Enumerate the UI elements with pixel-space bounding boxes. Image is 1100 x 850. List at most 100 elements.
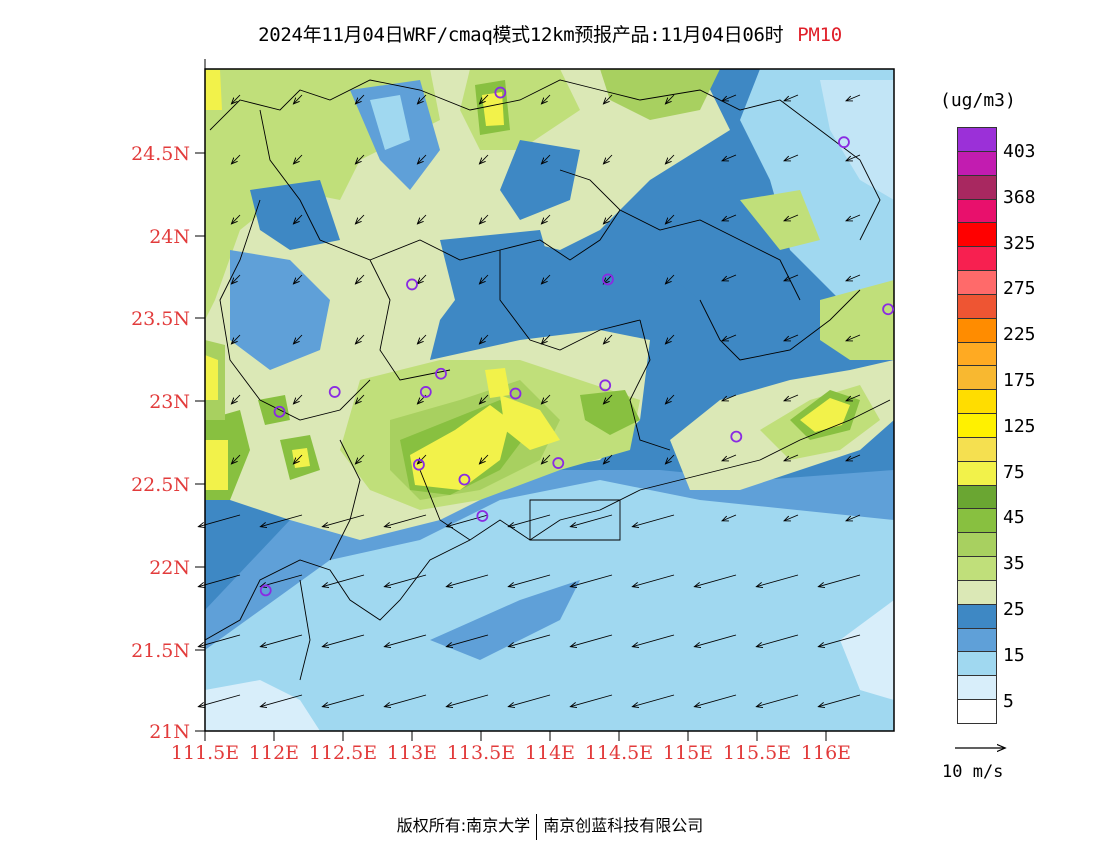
lon-label: 116E [801, 742, 851, 764]
wind-arrow [723, 154, 737, 161]
wind-arrow [418, 94, 427, 103]
wind-arrow [723, 274, 737, 281]
wind-arrow [542, 394, 551, 403]
legend-swatch [957, 293, 997, 319]
legend-swatch [957, 460, 997, 486]
wind-arrow [757, 634, 799, 646]
lat-label: 23.5N [131, 308, 190, 330]
legend-swatch [957, 413, 997, 438]
wind-arrow [785, 454, 799, 461]
station-marker [494, 86, 507, 99]
wind-arrow [294, 94, 303, 103]
legend-swatch [957, 556, 997, 581]
station-marker [412, 458, 425, 471]
wind-arrow [261, 634, 303, 646]
legend-swatch [957, 532, 997, 558]
wind-arrow [447, 574, 489, 586]
wind-arrow [571, 514, 613, 526]
wind-arrow [604, 454, 613, 463]
wind-arrow [819, 694, 861, 706]
wind-arrow [232, 454, 241, 463]
axis-ticks [195, 59, 894, 741]
wind-arrow [385, 634, 427, 646]
wind-arrow [666, 334, 675, 343]
wind-arrow [294, 214, 303, 223]
station-marker [602, 273, 614, 286]
legend-label: 125 [1003, 415, 1036, 437]
wind-arrow [666, 94, 675, 103]
station-marker [882, 303, 894, 316]
wind-arrow [323, 634, 365, 646]
legend-swatch [957, 246, 997, 272]
wind-arrow [356, 214, 365, 223]
wind-arrow [542, 154, 551, 163]
footer-right: 南京创蓝科技有限公司 [543, 816, 704, 835]
wind-arrow [294, 394, 303, 403]
wind-arrow [199, 514, 241, 526]
wind-arrow [447, 694, 489, 706]
wind-arrow [447, 634, 489, 646]
wind-arrow [723, 454, 737, 461]
wind-arrow [232, 94, 241, 103]
wind-arrow [261, 694, 303, 706]
legend-swatch [957, 627, 997, 653]
wind-arrow [723, 334, 737, 341]
legend-label: 35 [1003, 553, 1025, 575]
wind-arrow [385, 574, 427, 586]
wind-arrow [356, 454, 365, 463]
wind-arrow [199, 694, 241, 706]
legend-label: 225 [1003, 324, 1036, 346]
wind-arrow [571, 694, 613, 706]
wind-arrow [232, 154, 241, 163]
wind-arrow [633, 574, 675, 586]
wind-arrow [323, 514, 365, 526]
wind-arrow [666, 274, 675, 283]
wind-arrow [633, 634, 675, 646]
wind-arrow [695, 574, 737, 586]
station-marker [419, 386, 432, 398]
station-marker [509, 387, 522, 400]
station-marker [599, 379, 612, 392]
legend-swatch [957, 222, 997, 248]
lon-labels: 111.5E 112E 112.5E 113E 113.5E 114E 114.… [171, 742, 851, 764]
wind-arrow [757, 694, 799, 706]
station-marker [273, 405, 286, 418]
lon-label: 113.5E [447, 742, 515, 764]
lon-label: 114E [525, 742, 575, 764]
wind-arrow [480, 94, 489, 103]
wind-arrow [847, 334, 861, 341]
wind-arrow [232, 214, 241, 223]
wind-arrow [356, 154, 365, 163]
legend-swatch [957, 270, 997, 295]
wind-arrow [785, 94, 799, 101]
wind-arrow [294, 154, 303, 163]
wind-arrow [695, 694, 737, 706]
wind-arrow [847, 94, 861, 101]
wind-arrow [480, 454, 489, 463]
wind-arrow [480, 154, 489, 163]
wind-arrow [542, 334, 551, 343]
wind-arrow [847, 514, 861, 521]
map-title: 2024年11月04日WRF/cmaq模式12km预报产品:11月04日06时 P… [0, 20, 1100, 47]
legend-swatch [957, 341, 997, 367]
wind-arrow [480, 214, 489, 223]
station-marker [328, 386, 341, 398]
footer-divider [536, 813, 538, 840]
lat-label: 21.5N [131, 640, 190, 662]
lat-label: 24.5N [131, 143, 190, 165]
wind-arrow [509, 574, 551, 586]
wind-arrow [666, 154, 675, 163]
wind-arrow [785, 274, 799, 281]
lon-label: 115.5E [723, 742, 791, 764]
wind-arrow [571, 634, 613, 646]
lon-label: 112.5E [309, 742, 377, 764]
wind-arrow [695, 634, 737, 646]
lat-labels: 24.5N 24N 23.5N 23N 22.5N 22N 21.5N 21N [131, 143, 190, 743]
legend-label: 403 [1003, 141, 1036, 162]
monitoring-stations [259, 86, 894, 597]
wind-arrow [418, 214, 427, 223]
legend-label: 75 [1003, 461, 1025, 483]
wind-arrow [418, 154, 427, 163]
legend-swatch [957, 436, 997, 462]
